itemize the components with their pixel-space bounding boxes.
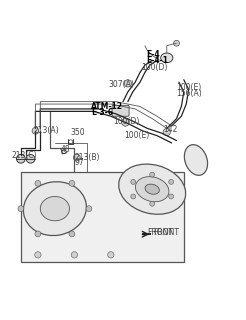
Circle shape (71, 252, 77, 258)
Text: 100(D): 100(D) (113, 116, 140, 125)
Circle shape (174, 40, 179, 46)
Text: FRONT: FRONT (154, 228, 179, 237)
Ellipse shape (145, 184, 159, 194)
Circle shape (86, 206, 92, 212)
Text: E-3-6: E-3-6 (91, 108, 113, 117)
Circle shape (169, 180, 174, 184)
FancyBboxPatch shape (112, 105, 129, 116)
Text: E-4: E-4 (146, 50, 160, 59)
Ellipse shape (119, 164, 186, 214)
Circle shape (150, 201, 155, 206)
Circle shape (35, 231, 41, 237)
Text: 100(D): 100(D) (141, 63, 168, 72)
Polygon shape (21, 172, 184, 262)
Circle shape (35, 252, 41, 258)
Text: 100(E): 100(E) (177, 83, 202, 92)
Ellipse shape (40, 196, 69, 221)
Text: 213(B): 213(B) (74, 153, 100, 162)
Circle shape (163, 128, 170, 136)
Text: 142: 142 (163, 125, 178, 134)
Text: 213(C): 213(C) (11, 151, 37, 160)
Text: 350: 350 (71, 128, 85, 137)
Circle shape (62, 149, 66, 153)
Circle shape (131, 180, 136, 184)
Circle shape (73, 154, 80, 161)
Text: 48: 48 (61, 145, 71, 154)
Text: 156(A): 156(A) (177, 89, 202, 98)
Circle shape (150, 172, 155, 177)
Text: 100(E): 100(E) (124, 131, 150, 140)
Ellipse shape (136, 177, 169, 202)
Text: 307(A): 307(A) (108, 80, 134, 89)
Ellipse shape (161, 53, 173, 63)
Text: ATM-12: ATM-12 (91, 102, 123, 111)
Circle shape (69, 140, 73, 144)
Circle shape (122, 118, 129, 126)
Text: E-4-1: E-4-1 (146, 56, 168, 65)
Circle shape (26, 155, 35, 163)
Polygon shape (142, 234, 151, 235)
Circle shape (18, 206, 24, 212)
Ellipse shape (184, 145, 208, 175)
Ellipse shape (23, 182, 86, 236)
Text: FRONT: FRONT (147, 228, 173, 237)
Text: 213(A): 213(A) (33, 126, 59, 135)
Circle shape (169, 194, 174, 199)
Circle shape (16, 155, 25, 163)
Circle shape (124, 80, 132, 87)
Circle shape (69, 180, 75, 186)
Circle shape (108, 252, 114, 258)
Circle shape (35, 180, 41, 186)
Circle shape (32, 127, 39, 134)
Circle shape (69, 231, 75, 237)
Text: 97: 97 (74, 158, 84, 167)
Circle shape (131, 194, 136, 199)
